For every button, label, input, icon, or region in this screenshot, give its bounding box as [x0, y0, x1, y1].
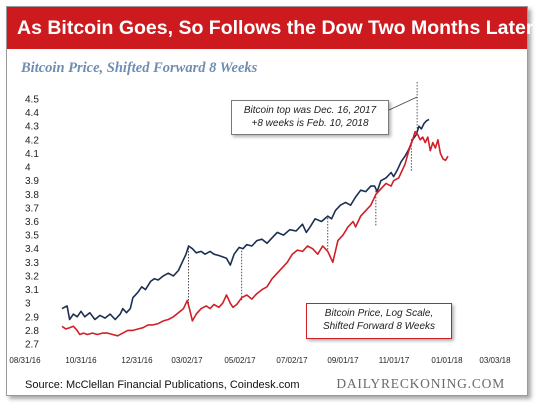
- y-tick-label: 4.1: [25, 149, 39, 160]
- chart-title: As Bitcoin Goes, So Follows the Dow Two …: [7, 7, 533, 49]
- x-tick-label: 01/01/18: [431, 356, 463, 365]
- y-tick-label: 4: [25, 163, 31, 174]
- y-tick-label: 4.2: [25, 135, 39, 146]
- annotation-line-2: +8 weeks is Feb. 10, 2018: [251, 118, 369, 129]
- source-note: Source: McClellan Financial Publications…: [25, 379, 300, 391]
- x-tick-label: 05/02/17: [224, 356, 256, 365]
- y-tick-label: 2.7: [25, 340, 39, 351]
- x-tick-label: 10/31/16: [65, 356, 97, 365]
- line-chart: 2.7 2.8 2.9 3 3.1 3.2 3.3 3.4 3.5 3.6 3.7 3.8 3.9 4 4.…: [9, 82, 511, 365]
- chart-frame: As Bitcoin Goes, So Follows the Dow Two …: [6, 6, 533, 396]
- x-tick-label: 07/02/17: [276, 356, 308, 365]
- chart-subtitle: Bitcoin Price, Shifted Forward 8 Weeks: [21, 60, 258, 76]
- x-tick-label: 09/01/17: [327, 356, 359, 365]
- x-tick-label: 08/31/16: [9, 356, 41, 365]
- y-tick-label: 3.6: [25, 217, 39, 228]
- y-tick-label: 3.7: [25, 203, 39, 214]
- dow-series-line: [61, 118, 430, 321]
- y-tick-label: 3.5: [25, 231, 39, 242]
- y-tick-label: 2.8: [25, 326, 39, 337]
- legend-line-1: Bitcoin Price, Log Scale,: [324, 308, 434, 319]
- y-tick-label: 4.4: [25, 108, 39, 119]
- x-tick-label: 11/01/17: [379, 356, 410, 365]
- y-tick-label: 3: [25, 299, 31, 310]
- x-tick-label: 12/31/16: [121, 356, 153, 365]
- y-tick-label: 3.2: [25, 271, 39, 282]
- y-tick-label: 3.3: [25, 258, 39, 269]
- y-tick-label: 3.9: [25, 176, 39, 187]
- y-tick-label: 4.5: [25, 95, 39, 106]
- brand-watermark: DAILYRECKONING.COM: [336, 376, 505, 391]
- bitcoin-series-line: [61, 130, 449, 337]
- annotation-pointer: [388, 96, 418, 111]
- y-tick-label: 2.9: [25, 312, 39, 323]
- x-tick-label: 03/03/18: [479, 356, 511, 365]
- annotation-legend-bitcoin: Bitcoin Price, Log Scale, Shifted Forwar…: [306, 303, 452, 339]
- x-tick-label: 03/02/17: [171, 356, 203, 365]
- y-tick-label: 4.3: [25, 122, 39, 133]
- y-tick-label: 3.1: [25, 285, 39, 296]
- legend-line-2: Shifted Forward 8 Weeks: [322, 321, 436, 332]
- annotation-bitcoin-top: Bitcoin top was Dec. 16, 2017 +8 weeks i…: [231, 100, 389, 135]
- y-tick-label: 3.8: [25, 190, 39, 201]
- annotation-line-1: Bitcoin top was Dec. 16, 2017: [243, 105, 377, 116]
- y-tick-label: 3.4: [25, 244, 39, 255]
